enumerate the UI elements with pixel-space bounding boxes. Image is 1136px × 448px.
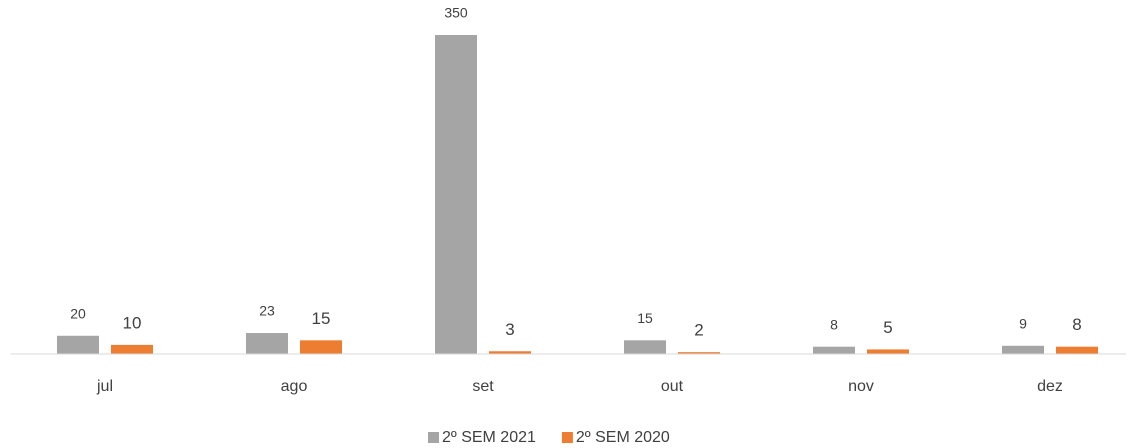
data-label: 3 — [505, 320, 514, 339]
x-tick-label: nov — [848, 378, 874, 395]
data-label: 9 — [1019, 316, 1027, 332]
data-label: 15 — [312, 309, 331, 328]
bar — [624, 340, 666, 354]
x-tick-label: out — [661, 378, 684, 395]
bar — [300, 340, 342, 354]
data-label: 350 — [444, 5, 468, 21]
bar — [489, 351, 531, 354]
legend-label: 2º SEM 2021 — [442, 429, 536, 446]
data-label: 8 — [830, 316, 838, 332]
bar — [1002, 345, 1044, 354]
legend-swatch — [428, 432, 439, 443]
bar — [1056, 346, 1098, 354]
bar — [813, 346, 855, 354]
data-label: 8 — [1072, 315, 1081, 334]
legend-label: 2º SEM 2020 — [576, 429, 670, 446]
x-tick-label: ago — [281, 378, 308, 395]
x-tick-label: set — [472, 378, 494, 395]
bar — [867, 349, 909, 354]
x-tick-label: jul — [96, 378, 113, 395]
bar — [678, 352, 720, 354]
data-label: 15 — [637, 310, 653, 326]
bar — [57, 335, 99, 354]
data-label: 10 — [123, 313, 142, 332]
bar — [246, 333, 288, 354]
data-label: 5 — [883, 318, 892, 337]
data-label: 2 — [694, 321, 703, 340]
x-tick-label: dez — [1037, 378, 1063, 395]
data-label: 20 — [70, 305, 86, 321]
legend-swatch — [561, 432, 573, 443]
bar — [111, 344, 153, 354]
bar — [435, 35, 477, 354]
data-label: 23 — [259, 303, 275, 319]
